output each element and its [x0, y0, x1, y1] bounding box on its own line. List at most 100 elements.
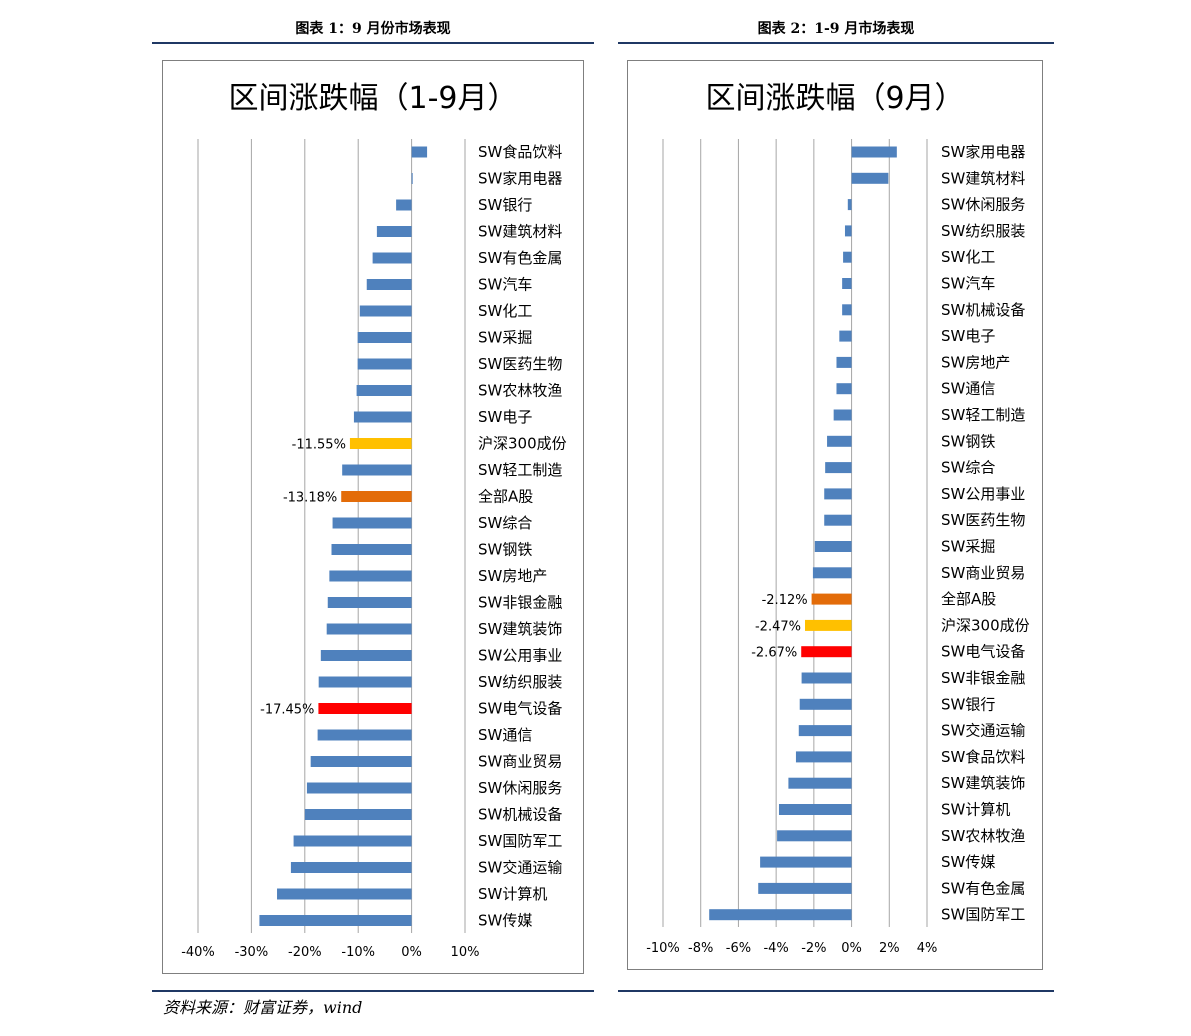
- category-label: SW建筑材料: [941, 169, 1025, 187]
- category-label: SW传媒: [478, 912, 532, 930]
- bar: [331, 544, 412, 555]
- bar: [376, 226, 412, 237]
- category-label: SW农林牧渔: [941, 827, 1025, 845]
- bar: [811, 593, 852, 605]
- category-label: SW休闲服务: [478, 779, 562, 797]
- bar: [839, 330, 852, 342]
- x-tick-label: -2%: [801, 941, 826, 956]
- chart-panel-ytd: 区间涨跌幅（1-9月） -40% -30% -20% -10% 0% 10% SW食品饮料 S…: [162, 60, 584, 974]
- category-label: SW建筑装饰: [941, 774, 1025, 792]
- category-label: SW银行: [941, 695, 995, 713]
- bar: [799, 698, 852, 710]
- bar: [814, 541, 852, 552]
- bar: [833, 409, 852, 421]
- bar: [293, 835, 412, 847]
- category-label: SW房地产: [478, 567, 547, 585]
- category-label: SW休闲服务: [941, 196, 1025, 214]
- bar-chart-september: -10% -8% -6% -4% -2% 0% 2% 4% SW家用电器 SW建筑材料 SW休闲服务…: [646, 139, 1030, 956]
- bar: [332, 517, 412, 529]
- x-tick-label: -10%: [341, 945, 375, 960]
- category-label: SW综合: [478, 514, 532, 532]
- bar: [827, 435, 852, 447]
- category-label: SW传媒: [941, 853, 995, 871]
- bar: [411, 173, 413, 184]
- bar: [357, 332, 412, 343]
- bar: [329, 570, 412, 582]
- bar: [366, 279, 412, 290]
- bar: [824, 514, 852, 526]
- category-label: SW综合: [941, 459, 995, 477]
- category-label: 全部A股: [478, 488, 533, 506]
- category-label: SW计算机: [941, 801, 1010, 819]
- source-note: 资料来源：财富证券，wind: [163, 998, 363, 1017]
- category-label: SW通信: [478, 726, 532, 744]
- category-label: SW农林牧渔: [478, 382, 562, 400]
- bar: [851, 172, 889, 184]
- bar: [804, 619, 852, 631]
- bar: [843, 251, 852, 263]
- category-label: SW房地产: [941, 353, 1010, 371]
- figure-caption-right: 图表 2：1-9 月市场表现: [757, 21, 915, 37]
- data-label: -11.55%: [292, 438, 346, 453]
- category-label: SW商业贸易: [478, 753, 562, 771]
- x-tick-label: 4%: [917, 941, 938, 956]
- category-label: SW汽车: [478, 276, 532, 294]
- category-label: SW有色金属: [478, 249, 562, 267]
- bar: [317, 729, 412, 741]
- x-tick-label: -10%: [646, 941, 680, 956]
- category-label: SW轻工制造: [478, 461, 562, 479]
- bar: [709, 909, 852, 921]
- bar: [353, 411, 412, 423]
- bar: [341, 491, 412, 502]
- bar: [842, 278, 852, 289]
- category-label: SW钢铁: [941, 432, 995, 450]
- bar: [778, 804, 852, 815]
- category-label: SW机械设备: [941, 301, 1025, 319]
- category-label: SW化工: [478, 302, 532, 320]
- category-label: SW电气设备: [941, 643, 1025, 661]
- category-label: SW电子: [478, 408, 532, 426]
- footer-rule-right: [618, 990, 1054, 992]
- bar: [825, 462, 852, 474]
- footer-rule-left: [152, 990, 594, 992]
- category-label: SW交通运输: [941, 722, 1025, 740]
- chart-panel-september: 区间涨跌幅（9月） -10% -8% -6% -4% -2% 0% 2% 4% SW家用电器 SW…: [627, 60, 1043, 970]
- category-label: SW电子: [941, 327, 995, 345]
- x-tick-label: 10%: [451, 945, 480, 960]
- bar: [801, 646, 852, 658]
- category-label: SW银行: [478, 196, 532, 214]
- bar: [411, 146, 428, 158]
- category-label: 沪深300成份: [941, 616, 1030, 634]
- chart-title: 区间涨跌幅（1-9月）: [228, 81, 518, 116]
- bar: [824, 488, 852, 500]
- x-tick-label: -30%: [235, 945, 269, 960]
- bar: [851, 146, 897, 158]
- category-label: 全部A股: [941, 590, 996, 608]
- bar: [349, 438, 412, 449]
- data-label: -2.47%: [755, 619, 801, 634]
- bar: [306, 782, 412, 794]
- bar: [844, 225, 852, 237]
- x-tick-label: -8%: [688, 941, 713, 956]
- category-label: SW公用事业: [478, 647, 562, 665]
- bar: [327, 597, 412, 608]
- category-label: SW国防军工: [478, 832, 562, 850]
- category-label: SW家用电器: [478, 170, 562, 188]
- category-label: SW食品饮料: [478, 143, 562, 161]
- bar: [847, 199, 852, 211]
- bar: [320, 650, 412, 661]
- category-label: SW化工: [941, 248, 995, 266]
- category-label: SW医药生物: [478, 355, 562, 373]
- bar: [396, 199, 412, 211]
- category-label: SW纺织服装: [941, 222, 1025, 240]
- category-label: SW汽车: [941, 275, 995, 293]
- category-label: SW建筑材料: [478, 223, 562, 241]
- bar: [836, 356, 852, 368]
- category-label: SW通信: [941, 380, 995, 398]
- caption-rule-right: [618, 42, 1054, 44]
- category-label: SW机械设备: [478, 806, 562, 824]
- category-label: SW医药生物: [941, 511, 1025, 529]
- category-label: SW有色金属: [941, 879, 1025, 897]
- bar: [290, 862, 412, 873]
- x-tick-label: -6%: [726, 941, 751, 956]
